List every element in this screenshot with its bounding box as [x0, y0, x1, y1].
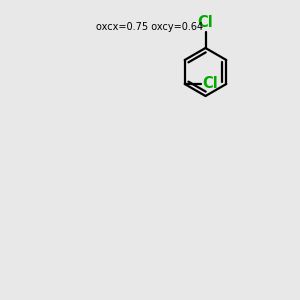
- Text: Cl: Cl: [203, 76, 218, 92]
- Text: Cl: Cl: [198, 15, 213, 30]
- Text: oxcx=0.75 oxcy=0.64: oxcx=0.75 oxcy=0.64: [96, 22, 204, 32]
